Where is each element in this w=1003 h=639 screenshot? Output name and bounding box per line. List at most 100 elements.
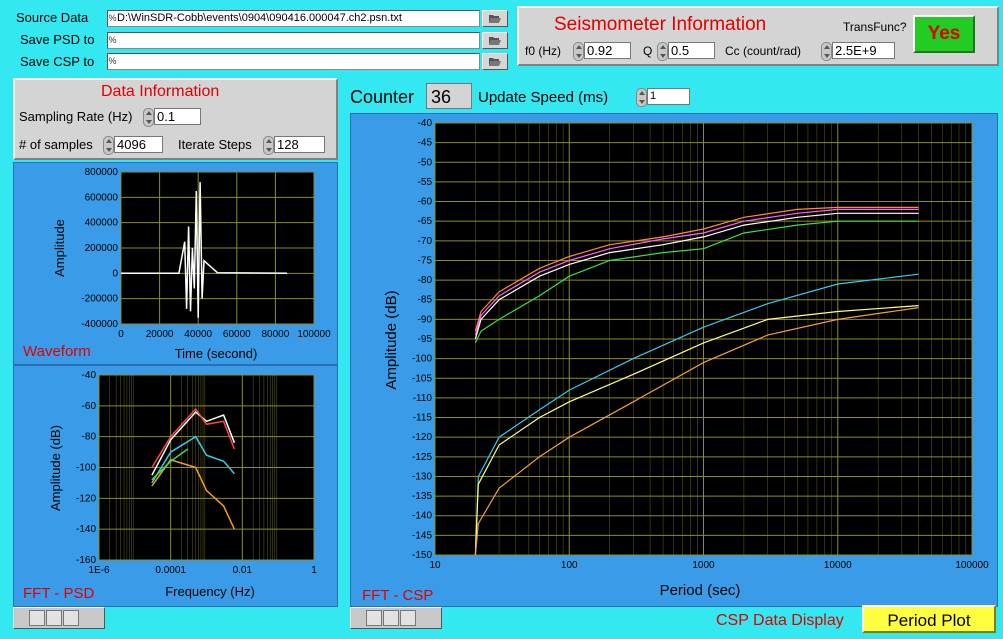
psd-ytick-label: -60 (82, 401, 97, 412)
wf-series-line-0 (121, 182, 288, 318)
wf-xtick-label: 100000 (297, 329, 331, 340)
csp-series-line-1 (474, 208, 919, 336)
csp-display-select[interactable]: Period Plot (862, 605, 996, 633)
csp-xtick-label: 100000 (955, 560, 989, 571)
iterate-steps-control[interactable]: 128 (263, 136, 325, 155)
psd-ytick-label: -80 (82, 432, 97, 443)
crosshair-cursor-icon[interactable] (29, 610, 45, 626)
psd-xtick-label: 0.01 (233, 565, 253, 576)
psd-ytick-label: -120 (76, 493, 96, 504)
cc-spinner[interactable] (821, 42, 832, 61)
data-info-title: Data Information (101, 83, 220, 100)
csp-series-line-6 (474, 307, 919, 556)
psd-series-line-1 (151, 407, 236, 468)
counter-value: 36 (426, 83, 472, 109)
waveform-ylabel: Amplitude (52, 219, 67, 277)
csp-ytick-label: -105 (412, 373, 432, 384)
csp-ytick-label: -135 (412, 491, 432, 502)
wf-ytick-label: 400000 (85, 218, 119, 229)
csp-ylabel: Amplitude (dB) (383, 290, 400, 389)
update-speed-control[interactable]: 1 (636, 88, 690, 107)
csp-ytick-label: -55 (418, 177, 433, 188)
sampling-rate-label: Sampling Rate (Hz) (19, 109, 133, 124)
zoom-icon[interactable] (46, 610, 62, 626)
sampling-rate-value[interactable]: 0.1 (154, 108, 201, 125)
save-psd-label: Save PSD to (20, 32, 95, 47)
source-browse-button[interactable] (482, 10, 508, 27)
source-data-path: D:\WinSDR-Cobb\events\0904\090416.000047… (117, 12, 402, 24)
folder-open-icon (489, 37, 501, 45)
q-control[interactable]: 0.5 (657, 42, 715, 61)
csp-ytick-label: -40 (418, 118, 433, 129)
wf-xtick-label: 60000 (223, 329, 251, 340)
csp-ytick-label: -50 (418, 157, 433, 168)
data-info-panel: Data Information Sampling Rate (Hz) 0.1 … (13, 78, 338, 160)
csp-ytick-label: -115 (413, 413, 433, 424)
q-value[interactable]: 0.5 (668, 42, 715, 59)
csp-ytick-label: -95 (418, 334, 433, 345)
csp-ytick-label: -110 (413, 393, 433, 404)
csp-xlabel: Period (sec) (660, 582, 741, 599)
sampling-rate-spinner[interactable] (143, 108, 154, 127)
save-psd-field[interactable]: % (107, 32, 480, 49)
source-data-label: Source Data (16, 10, 89, 25)
sampling-rate-control[interactable]: 0.1 (143, 108, 201, 127)
f0-control[interactable]: 0.92 (573, 42, 631, 61)
cc-value[interactable]: 2.5E+9 (832, 42, 895, 59)
waveform-title: Waveform (23, 343, 91, 360)
psd-ylabel: Amplitude (dB) (48, 425, 63, 511)
save-csp-label: Save CSP to (20, 54, 95, 69)
transfunc-toggle[interactable]: Yes (913, 15, 975, 53)
update-speed-label: Update Speed (ms) (478, 89, 609, 106)
q-spinner[interactable] (657, 42, 668, 61)
csp-xtick-label: 10 (429, 560, 441, 571)
csp-xtick-label: 10000 (824, 560, 852, 571)
psd-ytick-label: -100 (76, 463, 96, 474)
wf-ytick-label: -400000 (81, 319, 118, 330)
update-speed-value[interactable]: 1 (647, 88, 690, 105)
num-samples-spinner[interactable] (103, 136, 114, 155)
psd-ytick-label: -40 (82, 370, 97, 381)
iterate-steps-value[interactable]: 128 (274, 136, 325, 153)
psd-ytick-label: -140 (76, 524, 96, 535)
psd-browse-button[interactable] (482, 32, 508, 49)
csp-ytick-label: -100 (412, 354, 432, 365)
f0-spinner[interactable] (573, 42, 584, 61)
csp-display-label: CSP Data Display (716, 612, 844, 629)
csp-series-line-4 (474, 273, 919, 556)
f0-value[interactable]: 0.92 (584, 42, 631, 59)
wf-xtick-label: 20000 (146, 329, 174, 340)
num-samples-control[interactable]: 4096 (103, 136, 163, 155)
wf-xtick-label: 40000 (184, 329, 212, 340)
wf-ytick-label: 0 (112, 268, 118, 279)
update-speed-spinner[interactable] (636, 88, 647, 107)
wf-ytick-label: 600000 (85, 192, 119, 203)
psd-xtick-label: 0.0001 (155, 565, 186, 576)
csp-ytick-label: -85 (418, 295, 433, 306)
save-csp-field[interactable]: % (107, 53, 480, 70)
zoom-icon[interactable] (383, 610, 399, 626)
csp-browse-button[interactable] (482, 53, 508, 70)
csp-ytick-label: -125 (412, 452, 432, 463)
csp-ytick-label: -130 (412, 471, 432, 482)
cc-control[interactable]: 2.5E+9 (821, 42, 895, 61)
csp-ytick-label: -60 (418, 197, 433, 208)
seismometer-title: Seismometer Information (554, 14, 767, 35)
csp-title: FFT - CSP (362, 587, 433, 604)
csp-ytick-label: -80 (418, 275, 433, 286)
source-data-field[interactable]: %D:\WinSDR-Cobb\events\0904\090416.00004… (107, 10, 480, 27)
csp-ytick-label: -140 (412, 511, 432, 522)
pan-hand-icon[interactable] (63, 610, 79, 626)
crosshair-cursor-icon[interactable] (366, 610, 382, 626)
csp-series-line-0 (474, 206, 919, 332)
counter-label: Counter (350, 87, 415, 107)
num-samples-value[interactable]: 4096 (114, 136, 163, 153)
csp-ytick-label: -75 (418, 255, 433, 266)
f0-label: f0 (Hz) (525, 44, 561, 58)
psd-series-line-4 (151, 448, 189, 481)
csp-xtick-label: 1000 (692, 560, 715, 571)
csp-ytick-label: -120 (412, 432, 432, 443)
pan-hand-icon[interactable] (400, 610, 416, 626)
iterate-steps-spinner[interactable] (263, 136, 274, 155)
